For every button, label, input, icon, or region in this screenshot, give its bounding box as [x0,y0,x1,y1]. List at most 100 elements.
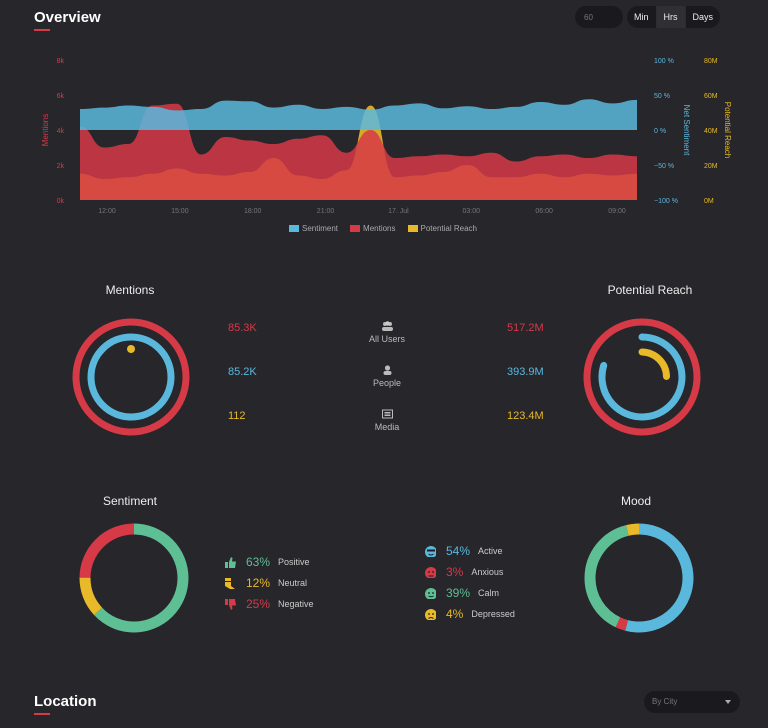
series-area-sentiment [80,99,637,130]
mood-slice-calm[interactable] [584,523,694,633]
sentiment-neutral-item: 12% Neutral [225,576,307,590]
location-grouping-select[interactable]: By City [644,691,740,713]
thumbs-sideways-icon [225,577,235,589]
ring-people [87,333,175,421]
people-label: People [372,378,402,388]
x-tick-label: 12:00 [98,208,116,215]
mood-active-item: 54% Active [425,544,503,558]
person-icon [383,365,391,375]
location-select-value: By City [652,697,678,706]
y-tick-label: 8k [57,58,65,65]
mentions-people-value: 85.2K [228,366,257,378]
media-icon [381,409,393,419]
potential-reach-title: Potential Reach [607,283,693,297]
sentiment-negative-item: 25% Negative [225,597,314,611]
people-item: People [357,365,417,388]
y3-tick-label: 80M [704,58,718,65]
sentiment-slice-neutral[interactable] [79,523,189,633]
y3-tick-label: 0M [704,198,714,205]
ring-media [127,345,135,353]
depressed-label: Depressed [471,609,515,619]
calm-label: Calm [478,588,500,598]
mood-slice-depressed[interactable] [584,523,694,633]
media-label: Media [374,422,400,432]
users-icon [381,321,393,331]
y-tick-label: 2k [57,163,65,170]
anxious-pct: 3% [446,565,464,579]
x-tick-label: 15:00 [171,208,189,215]
x-tick-label: 09:00 [608,208,626,215]
thumbs-up-icon [225,556,236,568]
overview-title: Overview [34,9,101,31]
mood-depressed-item: 4% Depressed [425,607,515,621]
y2-tick-label: 50 % [654,93,670,100]
legend-item-mentions[interactable]: Mentions [350,224,396,233]
neutral-label: Neutral [278,578,308,588]
depressed-pct: 4% [446,607,464,621]
positive-label: Positive [278,557,310,567]
unit-selector: Min Hrs Days [627,6,721,28]
x-tick-label: 18:00 [244,208,262,215]
x-tick-label: 17. Jul [388,208,409,215]
ring-all-users [583,318,701,436]
y-tick-label: 0k [57,198,65,205]
ring-media [638,348,670,380]
x-tick-label: 03:00 [463,208,481,215]
ring-people [598,333,686,421]
y2-tick-label: 100 % [654,58,674,65]
location-title: Location [34,693,97,715]
mood-donut-chart [584,523,694,633]
active-label: Active [478,546,503,556]
mentions-ring-chart [72,318,190,436]
all-users-item: All Users [357,321,417,344]
anxious-face-icon [425,566,436,578]
x-tick-label: 06:00 [535,208,553,215]
mentions-all-users-value: 85.3K [228,322,257,334]
period-input[interactable] [575,6,623,28]
calm-pct: 39% [446,586,471,600]
mentions-title: Mentions [105,283,155,297]
axis-title-mentions: Mentions [41,114,50,146]
calm-face-icon [425,587,436,599]
legend-item-potential-reach[interactable]: Potential Reach [407,224,477,233]
media-item: Media [357,409,417,432]
mood-calm-item: 39% Calm [425,586,499,600]
sentiment-donut-chart [79,523,189,633]
neutral-pct: 12% [246,576,271,590]
y3-tick-label: 60M [704,93,718,100]
legend-item-sentiment[interactable]: Sentiment [289,224,338,233]
cool-face-icon [425,545,436,557]
chart-legend: Sentiment Mentions Potential Reach [289,224,489,233]
active-pct: 54% [446,544,471,558]
sentiment-title: Sentiment [102,494,158,508]
mood-anxious-item: 3% Anxious [425,565,503,579]
y-tick-label: 4k [57,128,65,135]
sentiment-positive-item: 63% Positive [225,555,310,569]
x-tick-label: 21:00 [317,208,335,215]
chevron-down-icon [725,700,731,704]
reach-all-users-value: 517.2M [507,322,544,334]
thumbs-down-icon [225,598,236,610]
positive-pct: 63% [246,555,271,569]
unit-days-button[interactable]: Days [684,6,721,28]
y2-tick-label: −50 % [654,163,674,170]
mood-title: Mood [620,494,652,508]
reach-people-value: 393.9M [507,366,544,378]
anxious-label: Anxious [471,567,504,577]
overview-area-chart: 0k 2k 4k 6k 8k −100 % −50 % 0 % 50 % 100 % 0M 20M 4… [41,58,732,215]
all-users-label: All Users [368,334,405,344]
negative-pct: 25% [246,597,271,611]
y3-tick-label: 20M [704,163,718,170]
y2-tick-label: 0 % [654,128,666,135]
ring-all-users [72,318,190,436]
unit-hrs-button[interactable]: Hrs [655,6,685,28]
reach-ring-chart [583,318,701,436]
y-tick-label: 6k [57,93,65,100]
sad-face-icon [425,608,436,620]
unit-min-button[interactable]: Min [634,12,649,22]
series-area-mentions [80,103,637,200]
axis-title-potential-reach: Potential Reach [723,102,732,158]
reach-media-value: 123.4M [507,410,544,422]
sentiment-slice-negative[interactable] [79,523,189,633]
mentions-media-value: 112 [228,410,246,422]
